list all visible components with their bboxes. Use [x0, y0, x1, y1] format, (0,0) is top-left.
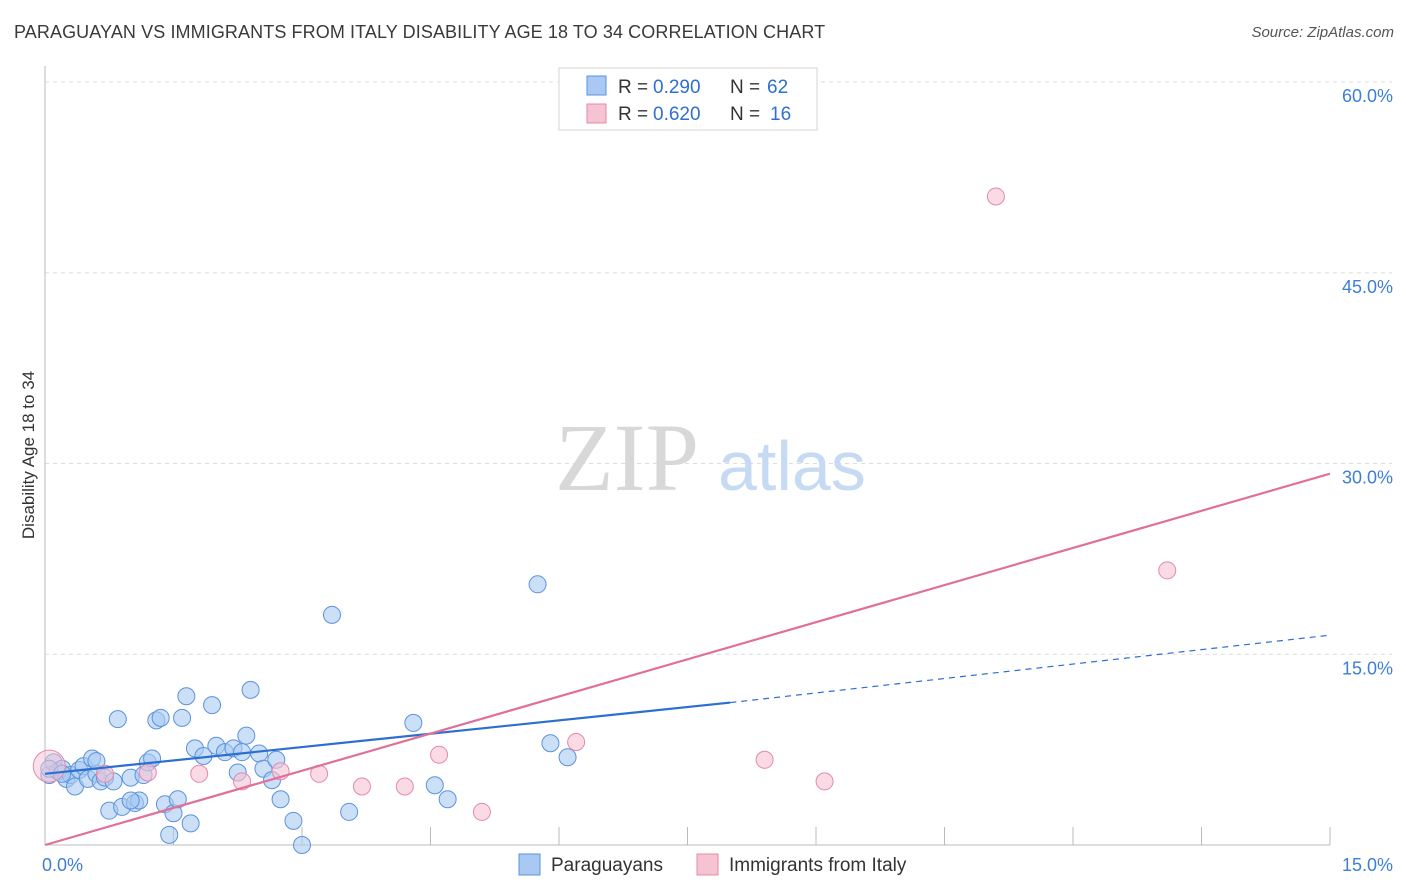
italy-point-11: [567, 732, 586, 751]
paraguayans-point-48: [293, 836, 311, 854]
paraguayans-point-59: [87, 752, 106, 771]
paraguayans-point-34: [203, 696, 222, 715]
paraguayans-point-51: [404, 713, 423, 732]
paraguayans-point-56: [558, 748, 577, 767]
paraguayans-trend-extension: [730, 634, 1331, 704]
italy-point-1: [95, 764, 114, 783]
legend-n-label-1: N =: [730, 77, 760, 98]
legend-r-label-2: R =: [618, 104, 648, 125]
source-label: Source: ZipAtlas.com: [1251, 24, 1394, 41]
paraguayans-point-46: [271, 790, 290, 809]
paraguayans-point-42: [250, 744, 269, 763]
x-tick-label-0: 0.0%: [42, 855, 83, 875]
bottom-legend: Paraguayans Immigrants from Italy: [518, 853, 907, 876]
legend-n-value-1: 62: [767, 77, 788, 98]
italy-point-0: [32, 749, 66, 783]
paraguayans-points: [40, 575, 577, 854]
paraguayans-point-40: [237, 726, 256, 745]
y-axis-label: Disability Age 18 to 34: [19, 371, 38, 539]
italy-point-13: [815, 772, 834, 791]
bottom-legend-italy: Immigrants from Italy: [729, 855, 907, 876]
italy-point-3: [190, 764, 209, 783]
top-legend: R = 0.290 N = 62 R = 0.620 N = 16: [558, 67, 818, 131]
italy-point-2: [138, 763, 157, 782]
paraguayans-point-29: [173, 708, 192, 727]
italy-points: [32, 187, 1177, 821]
y-tick-label-2: 45.0%: [1342, 277, 1393, 297]
italy-point-4: [233, 772, 252, 791]
y-tick-labels: 15.0% 30.0% 45.0% 60.0%: [1342, 86, 1393, 678]
chart-title: PARAGUAYAN VS IMMIGRANTS FROM ITALY DISA…: [14, 22, 826, 42]
italy-point-7: [352, 777, 371, 796]
gridlines: [45, 81, 1392, 655]
paraguayans-point-50: [340, 802, 359, 821]
paraguayans-point-47: [284, 811, 303, 830]
watermark: ZIP atlas: [555, 404, 866, 511]
watermark-atlas: atlas: [718, 427, 866, 505]
paraguayans-point-41: [241, 680, 260, 699]
paraguayans-point-49: [322, 605, 341, 624]
bottom-swatch-paraguayans: [518, 853, 541, 876]
legend-r-value-1: 0.290: [653, 77, 701, 98]
paraguayans-point-30: [177, 687, 196, 706]
paraguayans-point-53: [438, 790, 457, 809]
italy-point-14: [986, 187, 1005, 206]
legend-n-value-2: 16: [770, 104, 791, 125]
y-tick-label-0: 15.0%: [1342, 658, 1393, 678]
trend-lines: [44, 472, 1331, 847]
bottom-legend-paraguayans: Paraguayans: [551, 855, 663, 876]
y-tick-label-3: 60.0%: [1342, 86, 1393, 106]
bottom-swatch-italy: [696, 853, 719, 876]
watermark-zip: ZIP: [555, 404, 699, 511]
italy-point-9: [430, 745, 449, 764]
legend-r-label-1: R =: [618, 77, 648, 98]
x-tick-label-1: 15.0%: [1342, 855, 1393, 875]
paraguayans-point-25: [151, 708, 170, 727]
italy-point-12: [755, 750, 774, 769]
legend-r-value-2: 0.620: [653, 104, 701, 125]
paraguayans-point-60: [121, 791, 140, 810]
paraguayans-point-55: [541, 734, 560, 753]
x-tick-labels: 0.0% 15.0%: [42, 855, 1393, 875]
legend-n-label-2: N =: [730, 104, 760, 125]
paraguayans-trend-line: [44, 701, 731, 775]
paraguayans-point-16: [108, 710, 127, 729]
paraguayans-point-54: [528, 575, 547, 594]
italy-point-8: [395, 777, 414, 796]
legend-swatch-paraguayans: [586, 75, 607, 96]
italy-point-10: [472, 802, 491, 821]
italy-point-15: [1158, 561, 1177, 580]
paraguayans-point-31: [181, 814, 200, 833]
legend-swatch-italy: [586, 103, 607, 124]
paraguayans-point-27: [160, 825, 179, 844]
italy-trend-line: [44, 472, 1331, 847]
y-tick-label-1: 30.0%: [1342, 468, 1393, 488]
paraguayans-point-52: [425, 776, 444, 795]
